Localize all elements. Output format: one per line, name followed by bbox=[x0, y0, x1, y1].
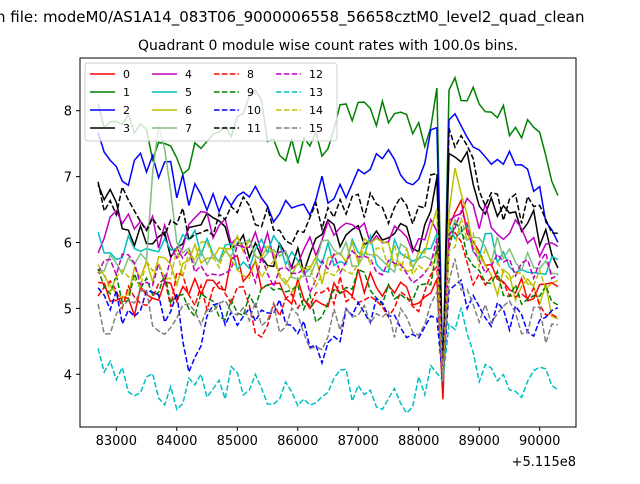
series-line-10 bbox=[97, 278, 559, 381]
legend-label-2: 2 bbox=[123, 104, 130, 117]
series-line-12 bbox=[97, 209, 559, 381]
legend-label-14: 14 bbox=[309, 104, 323, 117]
x-tick-label: 88000 bbox=[398, 434, 439, 449]
legend-label-1: 1 bbox=[123, 86, 130, 99]
series-line-13 bbox=[97, 307, 559, 415]
legend-label-4: 4 bbox=[185, 68, 192, 81]
legend-label-15: 15 bbox=[309, 122, 323, 135]
x-tick-label: 86000 bbox=[277, 434, 318, 449]
x-tick-label: 90000 bbox=[519, 434, 560, 449]
x-tick-label: 84000 bbox=[156, 434, 197, 449]
y-tick-label: 7 bbox=[64, 171, 72, 186]
x-tick-label: 89000 bbox=[459, 434, 500, 449]
chart-title: Quadrant 0 module wise count rates with … bbox=[138, 38, 518, 54]
series-layer bbox=[97, 75, 559, 415]
legend-label-12: 12 bbox=[309, 68, 323, 81]
legend-label-6: 6 bbox=[185, 104, 192, 117]
x-tick-label: 85000 bbox=[217, 434, 258, 449]
legend-label-7: 7 bbox=[185, 122, 192, 135]
legend-label-9: 9 bbox=[247, 86, 254, 99]
series-line-8 bbox=[97, 231, 559, 381]
x-offset-label: +5.115e8 bbox=[512, 455, 576, 470]
legend-label-8: 8 bbox=[247, 68, 254, 81]
y-tick-label: 8 bbox=[64, 105, 72, 120]
series-line-1 bbox=[97, 75, 559, 381]
legend-box bbox=[84, 62, 338, 142]
series-line-5 bbox=[97, 223, 559, 381]
series-line-4 bbox=[97, 197, 559, 381]
series-line-11 bbox=[97, 128, 558, 381]
y-tick-label: 5 bbox=[64, 302, 72, 317]
legend-label-10: 10 bbox=[247, 104, 261, 117]
series-line-15 bbox=[97, 258, 558, 381]
series-line-6 bbox=[97, 167, 559, 381]
series-line-14 bbox=[97, 217, 559, 381]
legend-label-0: 0 bbox=[123, 68, 130, 81]
series-line-0 bbox=[97, 198, 559, 400]
y-tick-label: 4 bbox=[64, 368, 72, 383]
x-tick-label: 83000 bbox=[96, 434, 137, 449]
legend-label-5: 5 bbox=[185, 86, 192, 99]
legend-label-11: 11 bbox=[247, 122, 261, 135]
series-line-7 bbox=[98, 125, 558, 381]
y-tick-label: 6 bbox=[64, 237, 72, 252]
figure-suptitle: n file: modeM0/AS1A14_083T06_9000006558_… bbox=[0, 8, 585, 27]
y-axis: 4 5 6 7 8 bbox=[64, 105, 80, 383]
legend-label-13: 13 bbox=[309, 86, 323, 99]
legend-label-3: 3 bbox=[123, 122, 130, 135]
x-axis: 83000 84000 85000 86000 87000 88000 89000 90000 bbox=[96, 427, 560, 449]
x-tick-label: 87000 bbox=[338, 434, 379, 449]
series-line-2 bbox=[97, 112, 559, 381]
